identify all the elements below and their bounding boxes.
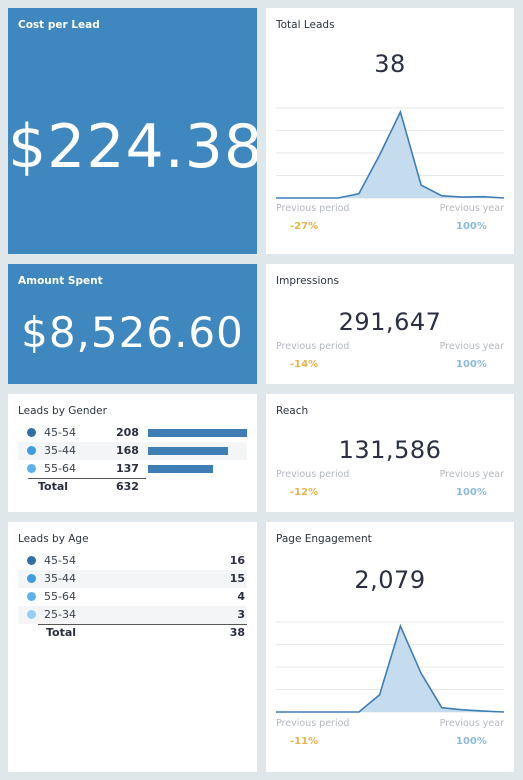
- cost-per-lead-value: $224.38: [8, 112, 257, 182]
- reach-prev-year-label: Previous year: [439, 469, 504, 480]
- dot-icon: [27, 610, 36, 619]
- age-row-55-64[interactable]: 55-64 4: [18, 588, 247, 606]
- impressions-title: Impressions: [276, 275, 339, 287]
- gender-row-label: 45-54: [44, 426, 76, 439]
- reach-prev-period-value: -12%: [290, 487, 319, 498]
- total-leads-prev-period-value: -27%: [290, 221, 319, 232]
- leads-by-gender-table: 45-54 208 35-44 168 55-64 137 Total 632: [18, 424, 247, 494]
- leads-by-age-table: 45-54 16 35-44 15 55-64 4 25-34 3 Total …: [18, 552, 247, 640]
- age-row-label: 55-64: [44, 590, 76, 603]
- gender-row-bar: [148, 447, 228, 455]
- age-row-35-44[interactable]: 35-44 15: [18, 570, 247, 588]
- gender-row-label: 55-64: [44, 462, 76, 475]
- age-row-label: 25-34: [44, 608, 76, 621]
- impressions-card[interactable]: Impressions 291,647 Previous period Prev…: [266, 264, 514, 384]
- page-engagement-spark-area: [276, 626, 504, 712]
- gender-total-row: Total 632: [18, 478, 247, 494]
- page-engagement-title: Page Engagement: [276, 533, 372, 545]
- divider: [28, 478, 146, 479]
- gender-row-bar: [148, 465, 213, 473]
- cost-per-lead-title: Cost per Lead: [18, 19, 100, 31]
- impressions-prev-year-label: Previous year: [439, 341, 504, 352]
- age-total-value: 38: [229, 626, 245, 639]
- amount-spent-value: $8,526.60: [21, 308, 244, 357]
- impressions-prev-period-value: -14%: [290, 359, 319, 370]
- reach-prev-period-label: Previous period: [276, 469, 350, 480]
- gender-total-value: 632: [116, 480, 139, 493]
- gender-row-label: 35-44: [44, 444, 76, 457]
- reach-prev-year-value: 100%: [456, 487, 487, 498]
- age-row-label: 45-54: [44, 554, 76, 567]
- page-engagement-prev-period-label: Previous period: [276, 718, 350, 729]
- page-engagement-prev-year-label: Previous year: [439, 718, 504, 729]
- impressions-prev-period-label: Previous period: [276, 341, 350, 352]
- page-engagement-sparkline: [276, 621, 504, 713]
- reach-card[interactable]: Reach 131,586 Previous period Previous y…: [266, 394, 514, 512]
- impressions-value: 291,647: [338, 308, 442, 336]
- gender-row-value: 137: [116, 462, 139, 475]
- page-engagement-value: 2,079: [354, 566, 426, 594]
- cost-per-lead-card[interactable]: Cost per Lead $224.38: [8, 8, 257, 254]
- leads-by-gender-title: Leads by Gender: [18, 405, 107, 417]
- total-leads-sparkline: [276, 107, 504, 199]
- total-leads-spark-line: [276, 109, 504, 199]
- leads-by-age-card[interactable]: Leads by Age 45-54 16 35-44 15 55-64 4 2…: [8, 522, 257, 772]
- dot-icon: [27, 556, 36, 565]
- dot-icon: [27, 592, 36, 601]
- total-leads-spark-area: [276, 112, 504, 198]
- total-leads-card[interactable]: Total Leads 38 Previous period Previous …: [266, 8, 514, 254]
- gender-row-value: 208: [116, 426, 139, 439]
- divider: [38, 624, 247, 625]
- reach-value: 131,586: [338, 436, 442, 464]
- age-row-25-34[interactable]: 25-34 3: [18, 606, 247, 624]
- age-row-value: 3: [237, 608, 245, 621]
- gender-row-bar: [148, 429, 247, 437]
- total-leads-prev-period-label: Previous period: [276, 203, 350, 214]
- age-row-45-54[interactable]: 45-54 16: [18, 552, 247, 570]
- leads-by-gender-card[interactable]: Leads by Gender 45-54 208 35-44 168 55-6…: [8, 394, 257, 512]
- amount-spent-card[interactable]: Amount Spent $8,526.60: [8, 264, 257, 384]
- gender-total-label: Total: [38, 480, 69, 493]
- leads-by-age-title: Leads by Age: [18, 533, 89, 545]
- page-engagement-spark-line: [276, 623, 504, 713]
- total-leads-prev-year-label: Previous year: [439, 203, 504, 214]
- age-total-row: Total 38: [18, 624, 247, 640]
- total-leads-value: 38: [374, 50, 406, 78]
- age-row-value: 4: [237, 590, 245, 603]
- gender-row-45-54[interactable]: 45-54 208: [18, 424, 247, 442]
- dot-icon: [27, 574, 36, 583]
- gender-row-35-44[interactable]: 35-44 168: [18, 442, 247, 460]
- page-engagement-prev-period-value: -11%: [290, 736, 319, 747]
- dot-icon: [27, 446, 36, 455]
- total-leads-title: Total Leads: [276, 19, 335, 31]
- gender-row-55-64[interactable]: 55-64 137: [18, 460, 247, 478]
- age-total-label: Total: [46, 626, 77, 639]
- age-row-value: 15: [229, 572, 245, 585]
- total-leads-prev-year-value: 100%: [456, 221, 487, 232]
- dot-icon: [27, 428, 36, 437]
- age-row-value: 16: [229, 554, 245, 567]
- page-engagement-card[interactable]: Page Engagement 2,079 Previous period Pr…: [266, 522, 514, 772]
- gender-row-value: 168: [116, 444, 139, 457]
- impressions-prev-year-value: 100%: [456, 359, 487, 370]
- dot-icon: [27, 464, 36, 473]
- page-engagement-prev-year-value: 100%: [456, 736, 487, 747]
- amount-spent-title: Amount Spent: [18, 275, 103, 287]
- reach-title: Reach: [276, 405, 309, 417]
- age-row-label: 35-44: [44, 572, 76, 585]
